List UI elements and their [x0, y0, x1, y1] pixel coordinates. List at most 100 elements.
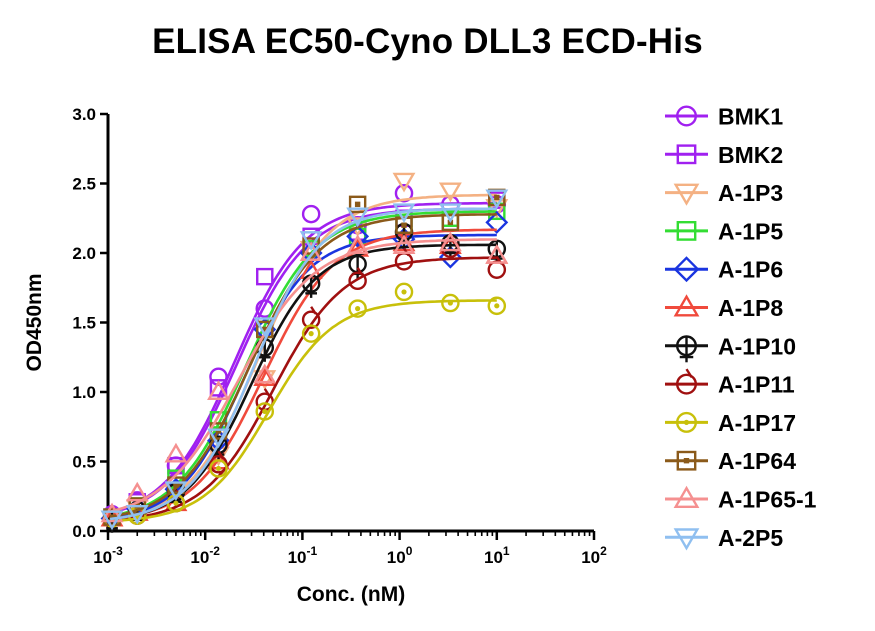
data-point — [438, 182, 462, 203]
data-point — [207, 428, 230, 449]
legend-marker — [676, 144, 697, 165]
legend-marker — [676, 450, 697, 471]
data-point — [301, 324, 321, 343]
x-tick-base: 10 — [484, 548, 503, 567]
data-point — [255, 402, 275, 421]
y-tick-label: 2.0 — [72, 244, 96, 263]
legend-marker — [676, 335, 698, 363]
x-tick-exponent: -3 — [112, 544, 123, 558]
legend-item: BMK1 — [665, 104, 783, 130]
legend-marker — [676, 220, 697, 241]
x-tick-exponent: 2 — [600, 544, 607, 558]
legend: BMK1 BMK2 A-1P3 A-1P5 A-1P6 A-1P8 A-1P10 A-1P11… — [665, 104, 817, 551]
x-tick-exponent: -1 — [307, 544, 318, 558]
y-tick-label: 1.5 — [72, 314, 96, 333]
y-axis-label: OD450nm — [23, 273, 46, 371]
data-point — [438, 203, 462, 224]
data-point — [487, 296, 507, 316]
y-tick-label: 1.0 — [72, 383, 96, 402]
legend-label: BMK1 — [718, 104, 783, 130]
legend-item: A-1P11 — [665, 368, 795, 398]
data-point — [125, 504, 149, 525]
x-tick-label: 101 — [484, 544, 510, 567]
legend-marker — [676, 411, 698, 433]
data-point — [394, 282, 414, 302]
x-tick-exponent: -2 — [209, 544, 220, 558]
data-point — [485, 244, 509, 264]
x-tick-base: 10 — [387, 548, 406, 567]
legend-item: BMK2 — [665, 142, 783, 168]
data-point — [209, 459, 228, 478]
data-point — [395, 216, 413, 234]
series-a-2p5 — [100, 189, 509, 531]
data-point — [301, 204, 321, 224]
x-tick-label: 102 — [581, 544, 607, 567]
series-layer — [100, 172, 509, 533]
legend-label: A-1P10 — [718, 333, 796, 359]
fit-curve — [109, 238, 497, 513]
data-point — [346, 207, 370, 228]
legend-item: A-2P5 — [665, 525, 783, 551]
data-point — [346, 224, 370, 248]
data-point — [392, 203, 416, 224]
data-point — [392, 172, 416, 193]
data-point — [301, 274, 321, 298]
x-tick-label: 10-2 — [190, 544, 220, 567]
data-point — [299, 231, 323, 251]
x-tick-label: 100 — [387, 544, 413, 567]
legend-marker — [673, 183, 700, 206]
data-point — [256, 267, 274, 286]
x-tick-base: 10 — [93, 548, 112, 567]
series-a-1p65-1 — [100, 231, 509, 523]
data-point — [441, 293, 460, 313]
legend-marker — [676, 105, 698, 127]
legend-item: A-1P3 — [665, 180, 783, 206]
data-point — [100, 510, 124, 531]
data-point — [207, 380, 230, 400]
x-tick-exponent: 0 — [406, 544, 413, 558]
data-point — [348, 267, 367, 291]
x-tick-label: 10-3 — [93, 544, 123, 567]
legend-marker — [676, 368, 698, 395]
legend-label: A-1P17 — [718, 410, 796, 436]
legend-item: A-1P10 — [665, 333, 796, 363]
data-point — [125, 481, 149, 502]
x-tick-base: 10 — [190, 548, 209, 567]
legend-label: A-1P65-1 — [718, 487, 817, 513]
data-point — [394, 183, 414, 203]
legend-label: A-1P6 — [718, 257, 783, 283]
data-point — [100, 502, 124, 523]
series-a-1p17 — [102, 282, 507, 528]
legend-item: A-1P64 — [665, 448, 796, 474]
x-tick-base: 10 — [581, 548, 600, 567]
data-point — [394, 247, 414, 271]
fit-curve — [109, 213, 497, 519]
legend-label: A-1P8 — [718, 295, 783, 321]
legend-item: A-1P5 — [665, 218, 783, 244]
legend-label: BMK2 — [718, 142, 783, 168]
data-point — [299, 241, 323, 261]
y-tick-label: 2.5 — [72, 175, 96, 194]
legend-item: A-1P65-1 — [665, 485, 817, 513]
legend-item: A-1P17 — [665, 410, 796, 436]
y-tick-label: 0.0 — [72, 522, 96, 541]
series-a-1p64 — [103, 188, 506, 526]
legend-marker — [673, 528, 700, 551]
legend-label: A-1P5 — [718, 218, 783, 244]
data-point — [164, 442, 188, 463]
legend-label: A-1P11 — [718, 372, 795, 398]
series-a-1p3 — [100, 172, 509, 531]
legend-label: A-1P3 — [718, 180, 783, 206]
legend-item: A-1P6 — [665, 256, 783, 283]
x-axis-label: Conc. (nM) — [297, 583, 405, 606]
legend-label: A-2P5 — [718, 525, 783, 551]
x-tick-label: 10-1 — [288, 544, 318, 567]
data-point — [253, 366, 277, 387]
x-tick-exponent: 1 — [503, 544, 510, 558]
data-point — [253, 363, 277, 384]
data-point — [485, 210, 509, 234]
legend-marker — [673, 256, 700, 283]
series-a-1p8 — [100, 228, 509, 527]
data-point — [348, 299, 367, 318]
